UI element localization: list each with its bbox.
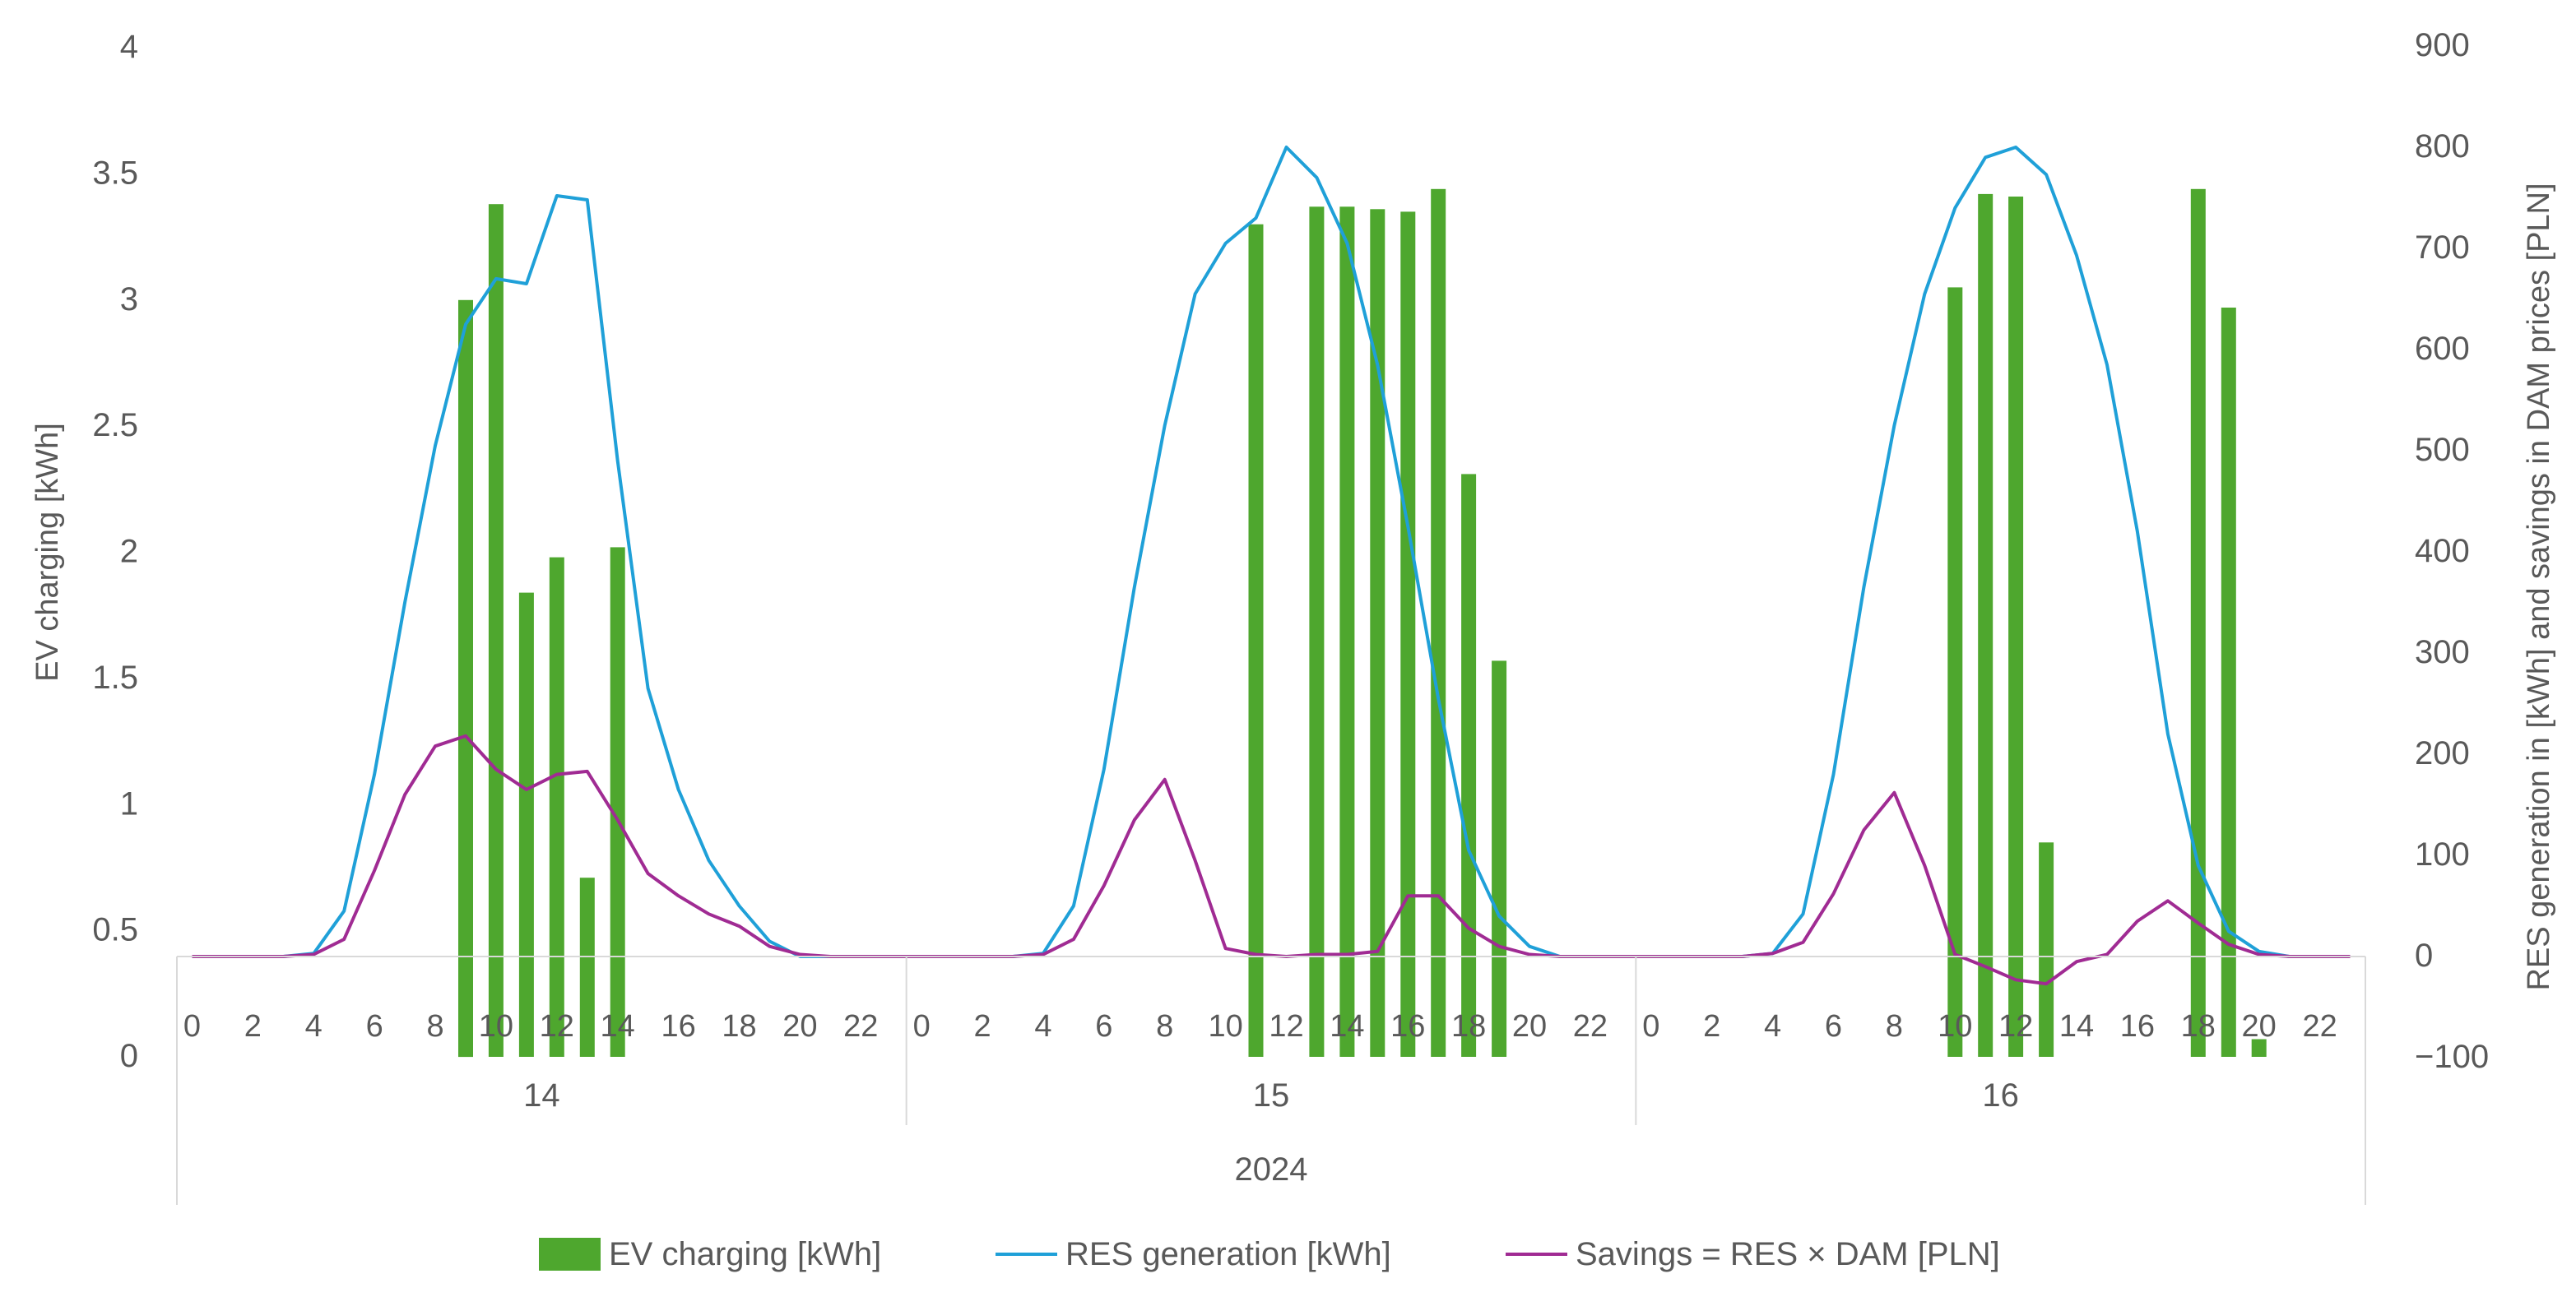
hour-tick-label: 4	[1764, 1009, 1781, 1044]
hour-tick-label: 2	[973, 1009, 991, 1044]
y-left-tick-label: 3	[120, 281, 138, 317]
y-left-axis-title: EV charging [kWh]	[30, 423, 65, 682]
hour-tick-label: 16	[1390, 1009, 1425, 1044]
hour-tick-label: 8	[1886, 1009, 1903, 1044]
y-right-tick-label: 400	[2415, 533, 2470, 569]
day-label: 15	[1253, 1077, 1290, 1114]
legend-item: EV charging [kWh]	[539, 1236, 881, 1272]
hour-tick-label: 4	[1034, 1009, 1051, 1044]
res-generation-line	[192, 146, 2351, 958]
hour-tick-label: 20	[2242, 1009, 2277, 1044]
y-left-tick-label: 2.5	[92, 407, 138, 443]
hour-tick-label: 6	[366, 1009, 383, 1044]
ev-charging-bar	[1309, 206, 1325, 1057]
ev-charging-bar	[2008, 197, 2024, 1057]
ev-charging-bar	[2039, 842, 2054, 1057]
ev-charging-bar	[2190, 188, 2206, 1057]
ev-charging-bar	[2251, 1039, 2267, 1057]
legend-swatch-bar	[539, 1238, 601, 1271]
y-right-tick-label: 200	[2415, 735, 2470, 771]
ev-charging-bar	[1947, 287, 1963, 1057]
ev-charging-bar	[579, 878, 595, 1057]
hour-tick-label: 22	[1573, 1009, 1608, 1044]
hour-tick-label: 0	[1642, 1009, 1659, 1044]
lines-layer	[192, 146, 2351, 986]
y-left-tick-label: 1	[120, 785, 138, 822]
hour-tick-label: 14	[1330, 1009, 1364, 1044]
y-left-tick-label: 1.5	[92, 660, 138, 696]
y-left-tick-label: 3.5	[92, 155, 138, 191]
hour-tick-label: 14	[601, 1009, 635, 1044]
y-right-axis-title: RES generation in [kWh] and savings in D…	[2522, 183, 2556, 990]
y-right-tick-label: 300	[2415, 634, 2470, 670]
y-right-tick-label: 600	[2415, 331, 2470, 367]
legend-label: Savings = RES × DAM [PLN]	[1576, 1236, 2000, 1272]
hour-tick-label: 8	[1156, 1009, 1173, 1044]
ev-charging-bar	[610, 547, 625, 1057]
day-label: 16	[1982, 1077, 2019, 1114]
ev-charging-bar	[1492, 660, 1507, 1057]
y-left-tick-label: 2	[120, 534, 138, 570]
hour-tick-label: 8	[426, 1009, 443, 1044]
hour-tick-label: 2	[1703, 1009, 1720, 1044]
legend-item: Savings = RES × DAM [PLN]	[1506, 1236, 2000, 1272]
hour-tick-label: 6	[1825, 1009, 1842, 1044]
legend-item: RES generation [kWh]	[996, 1236, 1391, 1272]
ev-charging-bar	[2221, 308, 2236, 1057]
y-right-tick-label: 900	[2415, 27, 2470, 63]
hour-tick-label: 18	[722, 1009, 756, 1044]
hour-tick-label: 0	[913, 1009, 931, 1044]
ev-charging-bar	[458, 299, 473, 1058]
year-label: 2024	[1235, 1151, 1308, 1188]
ev-charging-bar	[1339, 206, 1355, 1057]
y-right-tick-label: 700	[2415, 229, 2470, 266]
hour-tick-label: 14	[2059, 1009, 2094, 1044]
hour-tick-label: 18	[2181, 1009, 2216, 1044]
ev-charging-bar	[1431, 188, 1446, 1057]
hour-tick-label: 2	[244, 1009, 262, 1044]
y-right-tick-label: 800	[2415, 128, 2470, 164]
hour-tick-label: 10	[1938, 1009, 1972, 1044]
ev-charging-bar	[1248, 224, 1264, 1057]
legend-label: RES generation [kWh]	[1065, 1236, 1391, 1272]
y-left-tick-label: 0.5	[92, 912, 138, 948]
hour-tick-label: 6	[1095, 1009, 1112, 1044]
y-right-tick-label: 0	[2415, 938, 2433, 974]
hour-tick-label: 4	[305, 1009, 323, 1044]
ev-charging-bar	[549, 557, 564, 1057]
ev-charging-bar	[518, 592, 534, 1057]
hour-tick-label: 12	[540, 1009, 574, 1044]
y-right-tick-label: −100	[2415, 1039, 2489, 1075]
bars-layer	[458, 188, 2267, 1058]
y-right-tick-label: 500	[2415, 432, 2470, 468]
ev-charging-bar	[1978, 193, 1993, 1057]
hour-tick-label: 20	[782, 1009, 817, 1044]
y-left-tick-label: 0	[120, 1038, 138, 1074]
hour-tick-label: 16	[2120, 1009, 2155, 1044]
ev-charging-bar	[1370, 209, 1385, 1057]
hour-tick-label: 18	[1451, 1009, 1486, 1044]
ev-charging-bar	[1461, 474, 1477, 1057]
hour-tick-label: 12	[1998, 1009, 2033, 1044]
savings-line	[192, 734, 2351, 986]
hour-tick-label: 0	[183, 1009, 201, 1044]
hour-tick-label: 10	[1208, 1009, 1242, 1044]
ev-charging-bar	[488, 204, 504, 1058]
legend-label: EV charging [kWh]	[609, 1236, 881, 1272]
hour-tick-label: 12	[1269, 1009, 1303, 1044]
y-left-tick-label: 4	[120, 29, 138, 65]
hour-tick-label: 16	[661, 1009, 695, 1044]
axes-layer: 00.511.522.533.54−1000100200300400500600…	[30, 27, 2556, 1205]
y-right-tick-label: 100	[2415, 836, 2470, 873]
ev-charging-bar	[1400, 211, 1416, 1057]
day-label: 14	[523, 1077, 560, 1114]
hour-tick-label: 22	[2302, 1009, 2337, 1044]
hour-tick-label: 20	[1512, 1009, 1547, 1044]
legend: EV charging [kWh] RES generation [kWh] Sav…	[539, 1236, 2000, 1272]
hour-tick-label: 22	[843, 1009, 878, 1044]
hour-tick-label: 10	[479, 1009, 513, 1044]
